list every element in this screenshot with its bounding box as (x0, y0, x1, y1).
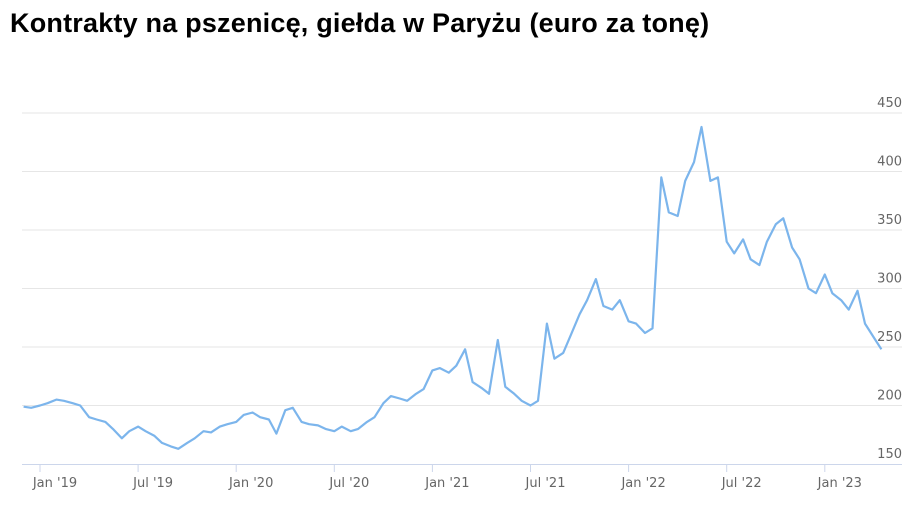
x-tick-label: Jan '21 (424, 476, 469, 491)
y-tick-label: 250 (877, 330, 902, 345)
x-tick-label: Jul '20 (328, 476, 369, 491)
y-tick-label: 400 (877, 155, 902, 170)
y-axis-ticks: 150 200 250 300 350 400 450 (877, 96, 902, 462)
y-tick-label: 350 (877, 213, 902, 228)
y-tick-label: 200 (877, 389, 902, 404)
x-tick-label: Jan '19 (32, 476, 77, 491)
grid-lines (22, 112, 902, 406)
x-tick-label: Jan '23 (817, 476, 862, 491)
x-tick-label: Jan '22 (620, 476, 665, 491)
x-tick-label: Jul '19 (132, 476, 173, 491)
series-group (23, 125, 883, 450)
chart-title: Kontrakty na pszenicę, giełda w Paryżu (… (10, 8, 710, 38)
x-tick-label: Jan '20 (228, 476, 273, 491)
y-tick-label: 300 (877, 272, 902, 287)
y-tick-label: 450 (877, 96, 902, 111)
series-line (23, 125, 883, 450)
x-axis-ticks: Jan '19 Jul '19 Jan '20 Jul '20 Jan '21 Jul '… (32, 464, 862, 491)
y-tick-label: 150 (877, 447, 902, 462)
x-tick-label: Jul '21 (525, 476, 566, 491)
x-tick-label: Jul '22 (721, 476, 762, 491)
